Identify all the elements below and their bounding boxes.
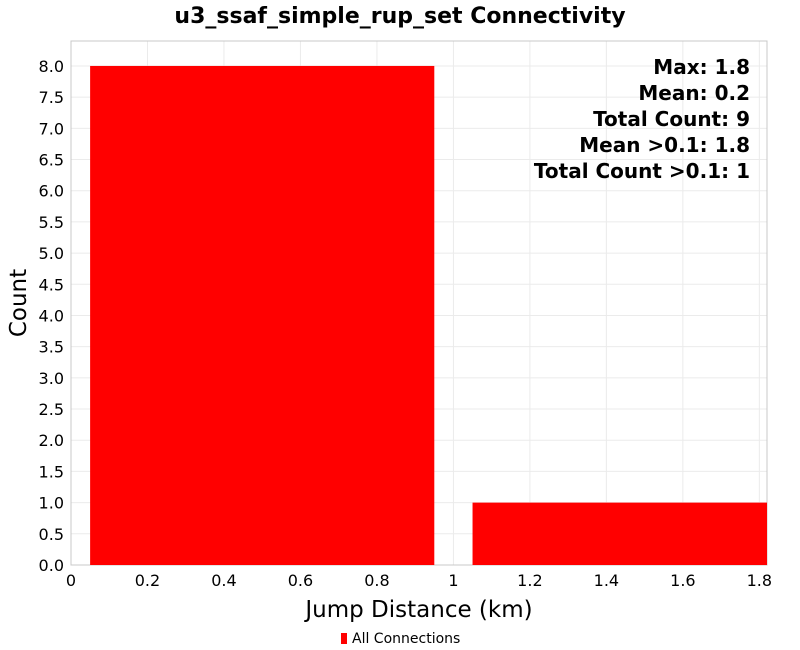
y-tick-label: 3.5: [39, 338, 64, 357]
x-tick-label: 0.8: [364, 571, 389, 590]
y-tick-label: 5.0: [39, 244, 64, 263]
y-tick-label: 3.0: [39, 369, 64, 388]
y-tick-label: 6.0: [39, 182, 64, 201]
x-tick-label: 0: [66, 571, 76, 590]
y-tick-label: 1.0: [39, 494, 64, 513]
legend-label: All Connections: [352, 631, 460, 647]
stat-annotation: Mean: 0.2: [638, 81, 750, 105]
histogram-bar: [472, 502, 767, 565]
chart-title: u3_ssaf_simple_rup_set Connectivity: [174, 4, 625, 29]
y-tick-label: 5.5: [39, 213, 64, 232]
x-tick-label: 1.2: [517, 571, 542, 590]
stat-annotation: Max: 1.8: [653, 55, 750, 79]
x-tick-label: 1.4: [594, 571, 619, 590]
x-tick-labels: 0 0.2 0.4 0.6 0.8 1 1.2 1.4 1.6 1.8: [66, 571, 772, 590]
stat-annotation: Total Count: 9: [593, 107, 750, 131]
y-tick-labels: 0.0 0.5 1.0 1.5 2.0 2.5 3.0 3.5 4.0 4.5 5.0 5.5 6.0 6…: [39, 57, 64, 575]
x-tick-label: 0.4: [211, 571, 236, 590]
y-tick-label: 6.5: [39, 151, 64, 170]
y-tick-label: 2.0: [39, 431, 64, 450]
stat-annotation: Mean >0.1: 1.8: [579, 133, 750, 157]
y-tick-label: 7.0: [39, 119, 64, 138]
y-tick-label: 1.5: [39, 462, 64, 481]
y-tick-label: 4.5: [39, 275, 64, 294]
y-tick-label: 4.0: [39, 306, 64, 325]
y-tick-label: 2.5: [39, 400, 64, 419]
y-tick-label: 7.5: [39, 88, 64, 107]
legend: All Connections: [341, 631, 460, 647]
y-axis-title: Count: [6, 269, 32, 337]
legend-swatch: [341, 633, 347, 644]
histogram-bar: [90, 65, 435, 565]
stat-annotation: Total Count >0.1: 1: [534, 159, 750, 183]
x-tick-label: 1.8: [747, 571, 772, 590]
y-tick-label: 0.5: [39, 525, 64, 544]
y-tick-label: 0.0: [39, 556, 64, 575]
x-tick-label: 1.6: [670, 571, 695, 590]
bars: [90, 65, 767, 565]
x-tick-label: 0.2: [135, 571, 160, 590]
x-tick-label: 1: [448, 571, 458, 590]
x-axis-title: Jump Distance (km): [303, 597, 532, 623]
x-tick-label: 0.6: [288, 571, 313, 590]
y-tick-label: 8.0: [39, 57, 64, 76]
